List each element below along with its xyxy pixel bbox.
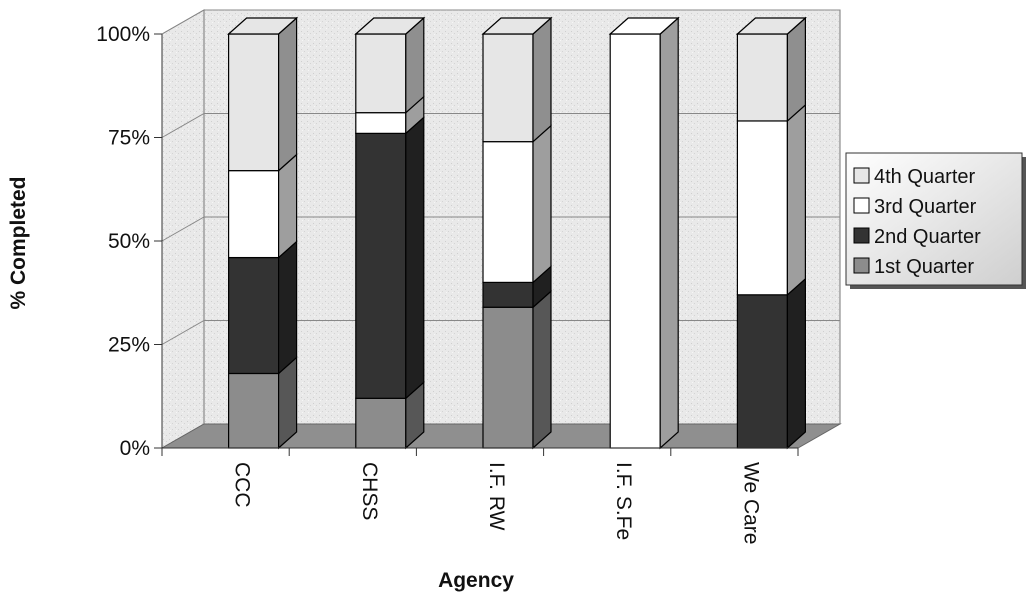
bar-side: [786, 103, 807, 297]
bar-i-f-rw-4th-quarter: [482, 16, 552, 143]
bar-we-care-2nd-quarter: [736, 277, 807, 450]
bar-side: [786, 277, 807, 450]
legend-label-3rd-quarter: 3rd Quarter: [874, 196, 977, 218]
bar-ccc-2nd-quarter: [228, 240, 298, 375]
bar-top-chss: [354, 17, 426, 35]
y-axis-title: % Completed: [7, 176, 30, 309]
bar-i-f-rw-3rd-quarter: [482, 124, 552, 284]
bar-i-f-rw-2nd-quarter: [482, 265, 552, 309]
bar-side: [532, 16, 552, 143]
legend-label-2nd-quarter: 2nd Quarter: [874, 226, 981, 248]
bar-i-f-s-fe-3rd-quarter: [609, 16, 679, 450]
bar-chss-4th-quarter: [355, 16, 425, 114]
bar-front: [228, 372, 280, 449]
bar-front: [355, 397, 407, 449]
y-tick-label: 50%: [108, 230, 150, 253]
axes: 0% 25% 50% 75% 100% CCC CHSS I.F. RW I.F. S.Fe We…: [96, 23, 799, 544]
bar-front: [736, 120, 789, 296]
bar-side: [278, 240, 298, 375]
bar-front: [482, 306, 534, 449]
legend-label-4th-quarter: 4th Quarter: [874, 166, 976, 188]
legend: 4th Quarter 3rd Quarter 2nd Quarter 1st Qua…: [845, 152, 1026, 289]
legend-label-1st-quarter: 1st Quarter: [874, 256, 974, 278]
x-tick-label: We Care: [739, 462, 762, 544]
bar-side: [532, 289, 552, 450]
gridline: [161, 9, 840, 35]
bar-front: [355, 33, 407, 114]
bar-side: [278, 153, 298, 259]
x-tick-label: I.F. RW: [485, 462, 508, 531]
bar-front: [482, 281, 534, 308]
legend-box: [845, 152, 1023, 286]
bar-we-care-4th-quarter: [736, 16, 807, 123]
bar-front: [228, 256, 280, 375]
bar-front: [228, 33, 280, 172]
legend-swatch-2nd-quarter: [853, 227, 870, 244]
bar-side: [405, 116, 425, 400]
legend-swatch-3rd-quarter: [853, 197, 870, 214]
bar-front: [736, 294, 789, 449]
bar-side: [532, 124, 552, 284]
bar-side: [659, 16, 679, 450]
bar-top-i-f-rw: [481, 17, 553, 35]
bar-we-care-3rd-quarter: [736, 103, 807, 297]
bar-top-i-f-s-fe: [608, 17, 680, 35]
x-tick-label: I.F. S.Fe: [612, 462, 635, 540]
bar-side: [278, 16, 298, 172]
y-tick-label: 75%: [108, 127, 150, 150]
x-tick-label: CCC: [231, 462, 254, 508]
bar-top-ccc: [227, 17, 299, 35]
bars: [227, 16, 807, 450]
bar-chss-3rd-quarter: [355, 95, 425, 135]
y-tick-label: 25%: [108, 334, 150, 357]
bar-front: [482, 141, 534, 283]
y-tick-label: 100%: [96, 23, 150, 46]
legend-swatch-4th-quarter: [853, 167, 870, 184]
bar-front: [609, 33, 661, 449]
bar-front: [482, 33, 534, 143]
legend-swatch-1st-quarter: [853, 257, 870, 274]
bar-ccc-1st-quarter: [228, 356, 298, 450]
bar-front: [228, 170, 280, 259]
bar-chss-2nd-quarter: [355, 116, 425, 400]
y-tick-label: 0%: [120, 437, 150, 460]
x-tick-label: CHSS: [358, 462, 381, 520]
bar-i-f-rw-1st-quarter: [482, 289, 552, 450]
bar-ccc-4th-quarter: [228, 16, 298, 172]
bar-top-we-care: [735, 17, 807, 35]
bar-side: [786, 16, 807, 123]
x-axis-title: Agency: [438, 569, 514, 592]
bar-front: [355, 132, 407, 399]
bar-ccc-3rd-quarter: [228, 153, 298, 259]
bar-front: [355, 112, 407, 134]
bar-front: [736, 33, 789, 122]
